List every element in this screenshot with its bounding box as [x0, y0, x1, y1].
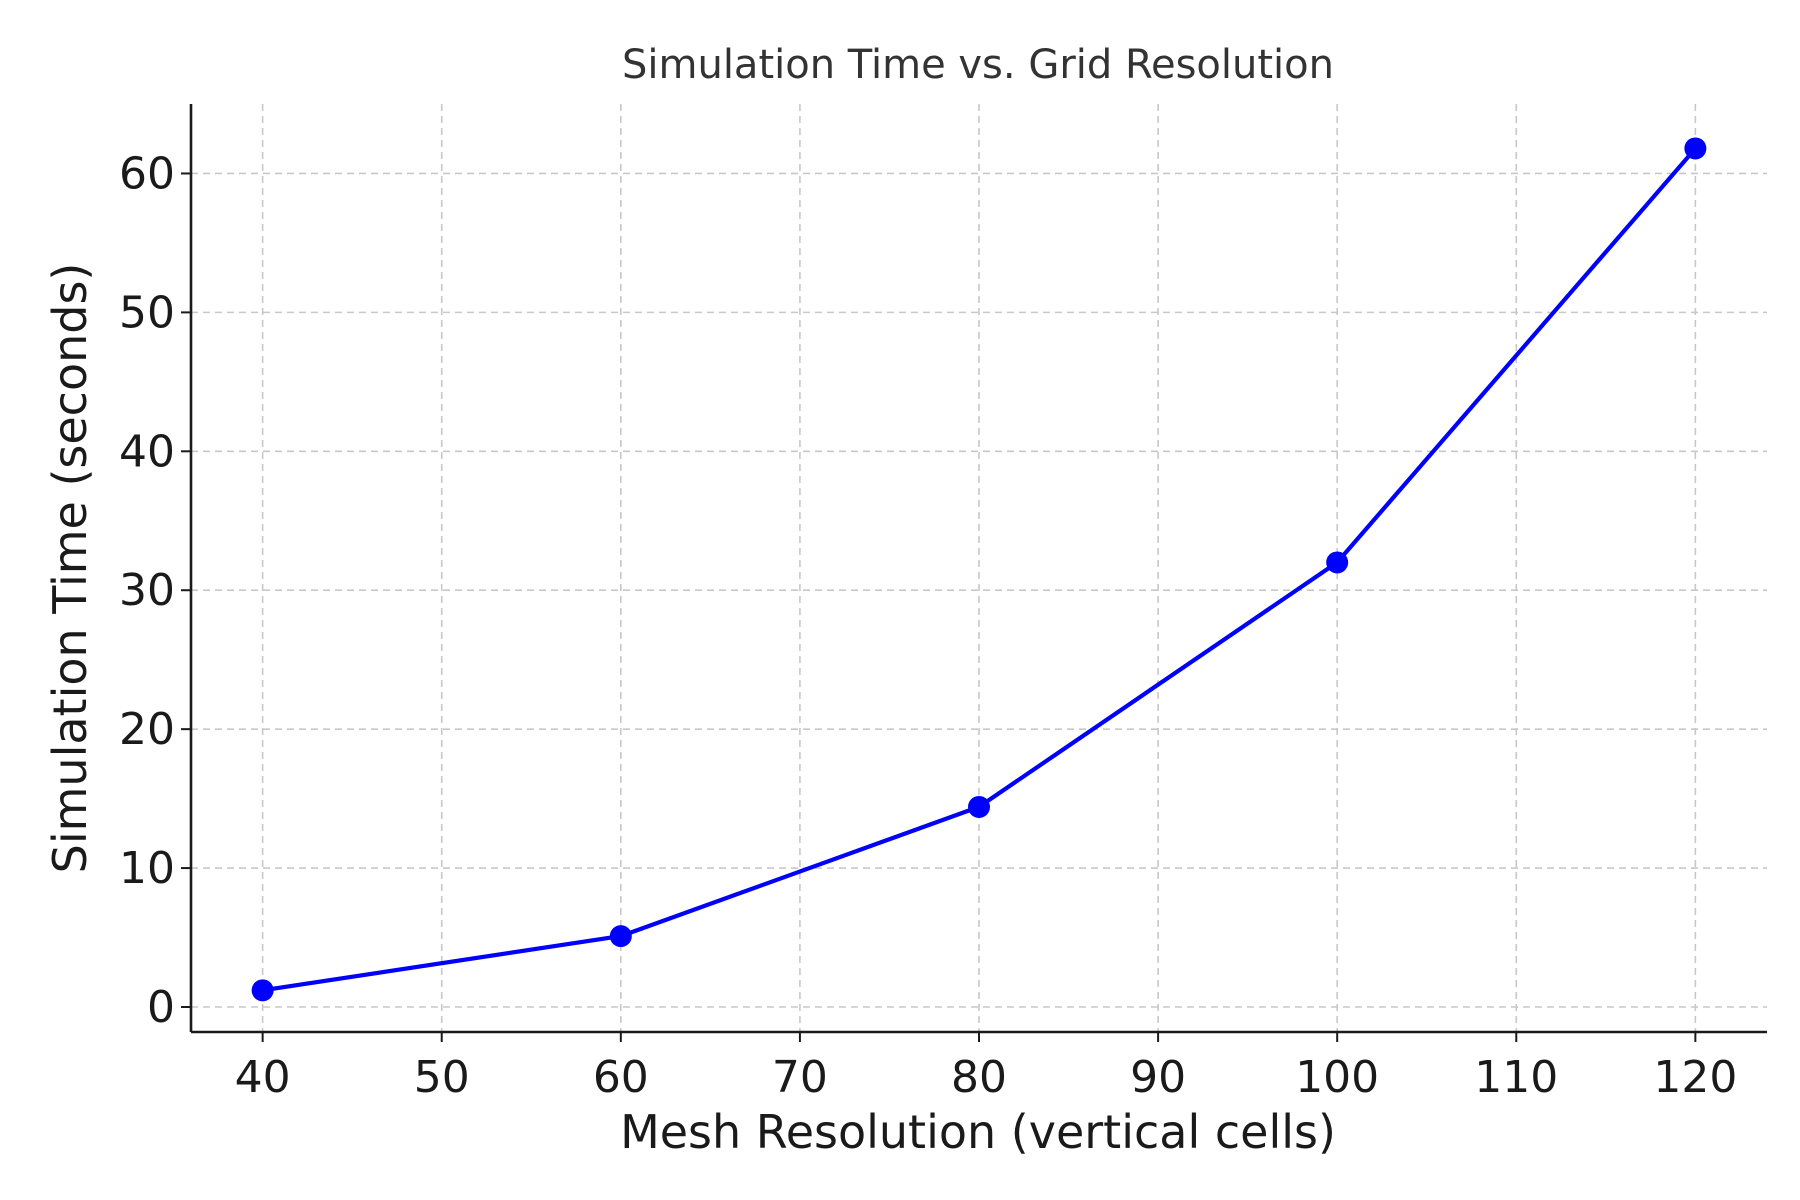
x-tick-label: 90 [1130, 1052, 1186, 1103]
y-tick-label: 60 [119, 148, 175, 199]
data-point [1684, 137, 1707, 160]
y-tick-label: 50 [119, 287, 175, 338]
y-tick-label: 30 [119, 565, 175, 616]
x-tick-label: 40 [235, 1052, 291, 1103]
x-tick-label: 60 [593, 1052, 649, 1103]
y-axis-label: Simulation Time (seconds) [43, 263, 97, 874]
x-tick-label: 110 [1474, 1052, 1558, 1103]
data-point [251, 979, 274, 1002]
x-tick-label: 70 [772, 1052, 828, 1103]
y-tick-label: 40 [119, 426, 175, 477]
x-tick-label: 50 [414, 1052, 470, 1103]
tick-labels: 40 50 60 70 80 90 100 110 120 0 10 20 30 40 50 60 [119, 148, 1737, 1103]
data-point [968, 795, 990, 818]
x-tick-label: 80 [951, 1052, 1007, 1103]
x-axis-label: Mesh Resolution (vertical cells) [620, 1105, 1336, 1159]
series-layer [251, 137, 1707, 1002]
x-tick-label: 120 [1653, 1052, 1737, 1103]
x-tick-label: 100 [1295, 1052, 1379, 1103]
chart-title: Simulation Time vs. Grid Resolution [622, 42, 1334, 88]
y-tick-label: 0 [147, 982, 175, 1033]
data-point [609, 925, 632, 948]
axis-ticks [181, 172, 1697, 1042]
y-tick-label: 20 [119, 704, 175, 755]
y-tick-label: 10 [119, 843, 175, 894]
grid [191, 104, 1767, 1032]
data-point [1326, 551, 1349, 574]
